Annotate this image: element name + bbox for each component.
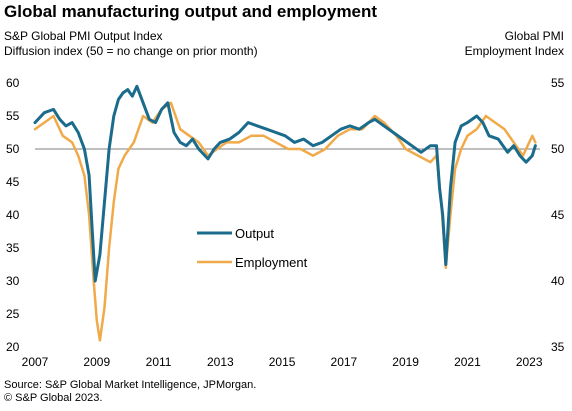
y-right-tick-label: 40 <box>551 274 565 288</box>
y-right-tick-label: 50 <box>551 142 565 156</box>
left-axis-header-line1: S&P Global PMI Output Index <box>4 29 163 43</box>
x-tick-label: 2021 <box>454 355 481 369</box>
right-axis-header-line2: Employment Index <box>464 44 564 58</box>
left-axis-header: S&P Global PMI Output Index Diffusion in… <box>4 29 258 59</box>
legend-label-employment: Employment <box>235 255 308 270</box>
left-axis-header-line2: Diffusion index (50 = no change on prior… <box>4 44 258 58</box>
x-tick-label: 2011 <box>146 355 172 369</box>
series-line-employment <box>33 101 537 342</box>
source-note: Source: S&P Global Market Intelligence, … <box>4 379 256 405</box>
right-axis-header-line1: Global PMI <box>504 29 564 43</box>
legend-label-output: Output <box>235 226 274 241</box>
right-axis-header: Global PMI Employment Index <box>465 29 564 59</box>
y-left-tick-label: 60 <box>6 76 20 90</box>
series-line-output <box>33 84 537 283</box>
y-left-tick-label: 50 <box>6 142 20 156</box>
y-left-tick-label: 20 <box>6 340 20 354</box>
y-left-tick-label: 40 <box>6 208 20 222</box>
x-tick-label: 2019 <box>392 355 419 369</box>
x-tick-label: 2007 <box>22 355 49 369</box>
y-right-tick-label: 55 <box>551 76 565 90</box>
y-left-tick-label: 30 <box>6 274 20 288</box>
y-right-tick-label: 45 <box>551 208 565 222</box>
x-tick-label: 2009 <box>83 355 110 369</box>
source-line1: Source: S&P Global Market Intelligence, … <box>4 379 257 391</box>
y-right-tick-label: 35 <box>551 340 565 354</box>
x-tick-label: 2023 <box>516 355 543 369</box>
y-left-tick-label: 25 <box>6 307 20 321</box>
x-tick-label: 2017 <box>331 355 358 369</box>
chart-title: Global manufacturing output and employme… <box>4 2 378 21</box>
x-tick-label: 2015 <box>269 355 296 369</box>
source-line2: © S&P Global 2023. <box>4 392 103 404</box>
y-left-tick-label: 55 <box>6 109 20 123</box>
x-tick-label: 2013 <box>207 355 234 369</box>
y-left-tick-label: 35 <box>6 241 20 255</box>
y-left-tick-label: 45 <box>6 175 20 189</box>
